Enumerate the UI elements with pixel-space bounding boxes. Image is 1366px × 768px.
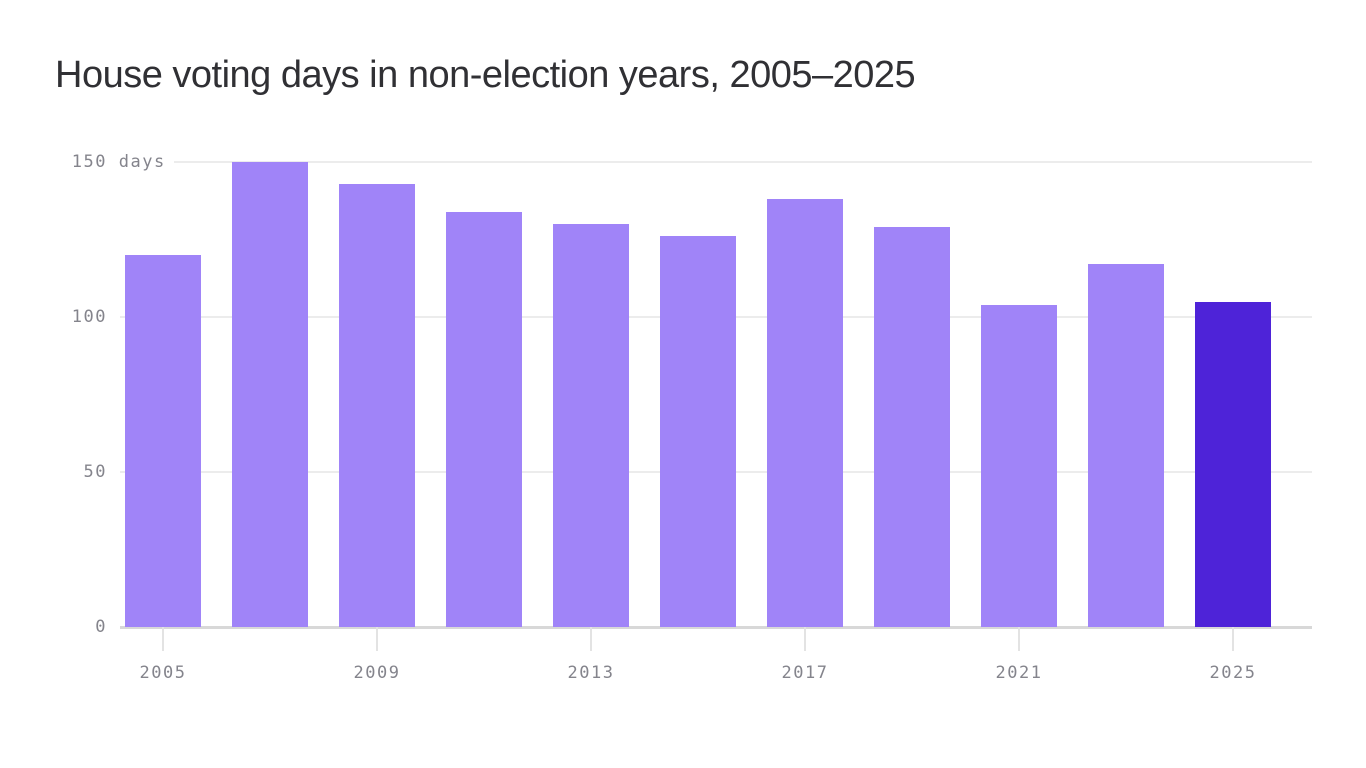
bar-2019	[874, 227, 950, 627]
y-axis-label-0: 0	[0, 615, 107, 639]
bar-2011	[446, 211, 522, 627]
bar-2009	[339, 183, 415, 627]
x-axis-label-2021: 2021	[995, 663, 1043, 683]
x-axis-tickmark-2025	[1232, 627, 1234, 651]
gridline-150	[174, 161, 1312, 163]
x-axis-label-2017: 2017	[781, 663, 829, 683]
x-axis-tickmark-2017	[804, 627, 806, 651]
x-axis-baseline	[120, 626, 1312, 629]
x-axis-tickmark-2009	[376, 627, 378, 651]
x-axis-tickmark-2013	[590, 627, 592, 651]
x-axis-tickmark-2005	[162, 627, 164, 651]
y-axis-unit-label: days	[107, 152, 166, 172]
y-axis-tick-value: 50	[83, 462, 107, 482]
bar-2013	[553, 224, 629, 627]
bar-2021	[981, 304, 1057, 627]
y-axis-tick-value: 0	[95, 617, 107, 637]
x-axis-label-2005: 2005	[139, 663, 187, 683]
y-axis-tick-value: 100	[71, 307, 107, 327]
bar-2007	[232, 162, 308, 627]
x-axis-label-2009: 2009	[353, 663, 401, 683]
x-axis-label-2013: 2013	[567, 663, 615, 683]
bar-2023	[1088, 264, 1164, 627]
chart-title: House voting days in non-election years,…	[55, 54, 916, 96]
bar-2025	[1195, 301, 1271, 627]
y-axis-label-150: 150 days	[0, 150, 164, 174]
x-axis-tickmark-2021	[1018, 627, 1020, 651]
bar-2015	[660, 236, 736, 627]
y-axis-tick-value: 150	[71, 152, 107, 172]
x-axis-label-2025: 2025	[1209, 663, 1257, 683]
bar-2017	[767, 199, 843, 627]
y-axis-label-100: 100	[0, 305, 107, 329]
y-axis-label-50: 50	[0, 460, 107, 484]
bar-2005	[125, 255, 201, 627]
